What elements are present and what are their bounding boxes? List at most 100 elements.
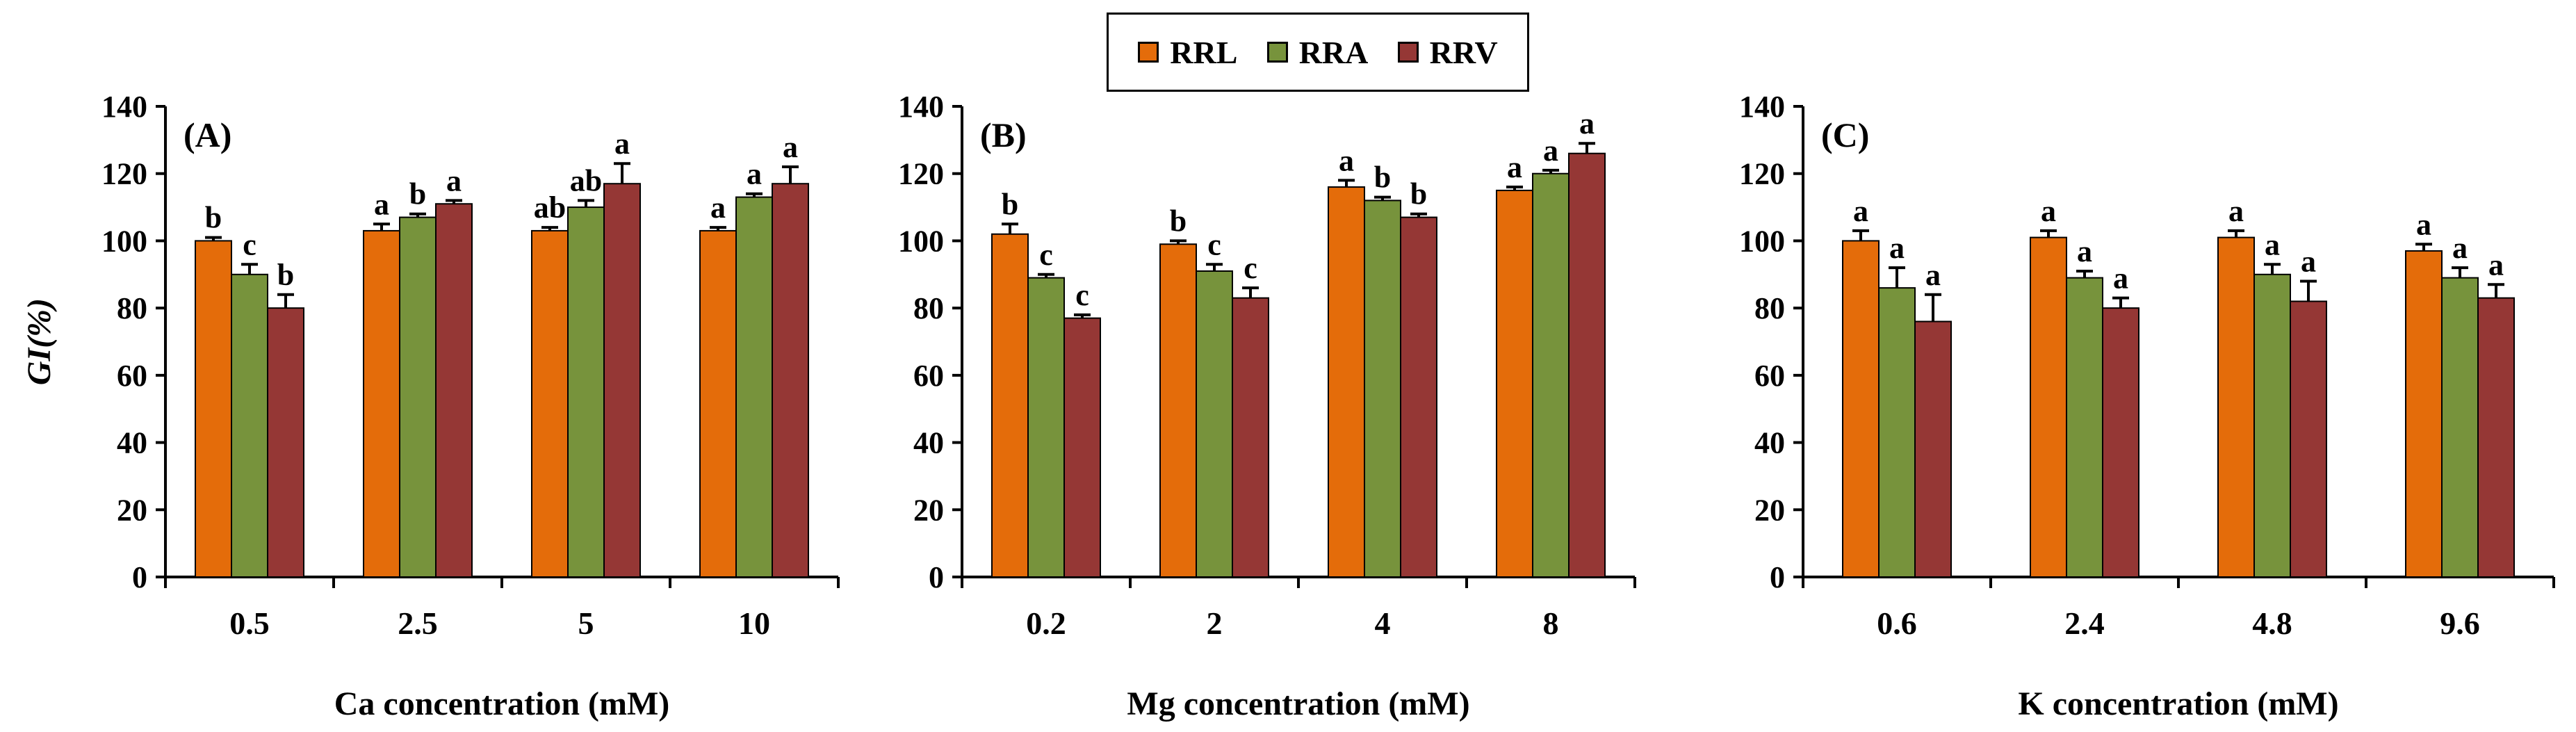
legend: RRL RRA RRV xyxy=(1107,13,1529,92)
panel-2-significance-label: a xyxy=(1507,150,1522,184)
panel-2-significance-label: c xyxy=(1075,278,1089,312)
panel-3-significance-label: a xyxy=(2041,194,2056,228)
panel-3-y-tick-label: 80 xyxy=(1754,291,1785,325)
panel-3-significance-label: a xyxy=(2113,261,2128,295)
panel-3-bar-rra xyxy=(2253,273,2291,578)
panel-1-bar-rrl xyxy=(195,240,232,578)
panel-3-category-label: 9.6 xyxy=(2440,605,2480,641)
panel-3-bar-rrv xyxy=(2290,300,2327,578)
panel-2-category-label: 8 xyxy=(1543,605,1559,641)
panel-3-significance-label: a xyxy=(2452,231,2468,265)
panel-3-significance-label: a xyxy=(2488,247,2504,282)
panel-1-category-label: 2.5 xyxy=(398,605,438,641)
panel-2-significance-label: a xyxy=(1579,106,1595,140)
panel-2-significance-label: c xyxy=(1207,227,1221,261)
panel-3-panel-label: (C) xyxy=(1821,115,1869,154)
panel-2-bar-rrv xyxy=(1063,317,1101,578)
panel-1-significance-label: c xyxy=(243,227,256,261)
panel-1-category-label: 0.5 xyxy=(229,605,270,641)
panel-3-x-axis-title: K concentration (mM) xyxy=(2018,685,2338,722)
panel-3-y-tick-label: 140 xyxy=(1739,90,1785,124)
panel-3-bar-rrv xyxy=(2102,307,2139,578)
panel-3-bar-rrl xyxy=(1842,240,1880,578)
panel-3-significance-label: a xyxy=(2416,207,2431,241)
panel-3-y-tick-label: 100 xyxy=(1739,224,1785,258)
panel-1-significance-label: b xyxy=(277,258,294,292)
panel-3-bar-rra xyxy=(1878,287,1916,578)
panel-1-y-axis-title: GI(%) xyxy=(21,298,58,385)
panel-1-panel-label: (A) xyxy=(184,115,231,154)
panel-2-x-axis-title: Mg concentration (mM) xyxy=(1127,685,1469,722)
panel-1-category-label: 10 xyxy=(738,605,770,641)
legend-swatch-rrl xyxy=(1138,42,1159,63)
panel-1-bar-rrl xyxy=(531,229,569,578)
panel-1-significance-label: ab xyxy=(534,190,566,225)
panel-3-bar-rrl xyxy=(2217,236,2255,578)
panel-1-y-tick-label: 80 xyxy=(117,291,147,325)
panel-3-y-tick-label: 120 xyxy=(1739,157,1785,191)
panel-2-bar-rrv xyxy=(1400,216,1437,578)
panel-1-y-tick-label: 140 xyxy=(101,90,147,124)
panel-2-significance-label: a xyxy=(1543,133,1558,168)
panel-1-bar-rra xyxy=(735,196,773,578)
panel-2-bar-rrl xyxy=(1159,243,1197,578)
panel-2-significance-label: b xyxy=(1374,161,1391,195)
panel-2-category-label: 0.2 xyxy=(1026,605,1066,641)
panel-3-significance-label: a xyxy=(1925,258,1941,292)
panel-1-bar-rrv xyxy=(435,203,473,578)
panel-2-significance-label: c xyxy=(1244,251,1257,285)
panel-3-category-label: 0.6 xyxy=(1877,605,1917,641)
panel-2-bar-rrl xyxy=(1328,186,1365,578)
legend-swatch-rrv xyxy=(1397,42,1419,63)
panel-1-y-tick-label: 120 xyxy=(101,157,147,191)
panel-1-significance-label: a xyxy=(747,157,762,191)
panel-2-category-label: 2 xyxy=(1207,605,1223,641)
panel-3-significance-label: a xyxy=(2228,194,2244,228)
panel-1-bar-rrv xyxy=(267,307,304,578)
panel-1-significance-label: a xyxy=(783,130,798,164)
panel-1-x-axis-title: Ca concentration (mM) xyxy=(334,685,670,722)
panel-1-y-tick-label: 0 xyxy=(132,560,147,594)
panel-1-y-tick-label: 100 xyxy=(101,224,147,258)
legend-label-rrv: RRV xyxy=(1429,34,1498,70)
panel-3-y-tick-label: 60 xyxy=(1754,359,1785,393)
panel-2-category-label: 4 xyxy=(1375,605,1391,641)
panel-3-significance-label: a xyxy=(1889,231,1905,265)
legend-item-rrl: RRL xyxy=(1138,34,1237,71)
panel-1-significance-label: a xyxy=(374,187,389,221)
legend-item-rrv: RRV xyxy=(1397,34,1498,71)
panel-1-y-tick-label: 60 xyxy=(117,359,147,393)
panel-1-bar-rrl xyxy=(699,229,737,578)
panel-1-category-label: 5 xyxy=(578,605,594,641)
panel-1-significance-label: a xyxy=(710,190,726,225)
panel-3-significance-label: a xyxy=(1853,194,1868,228)
panel-1-significance-label: a xyxy=(446,163,462,197)
panel-1-significance-label: ab xyxy=(570,163,602,197)
panel-3-category-label: 2.4 xyxy=(2064,605,2105,641)
panel-1-bar-rrv xyxy=(772,183,809,578)
panel-2-bar-rra xyxy=(1196,270,1233,578)
panel-3-y-tick-label: 40 xyxy=(1754,426,1785,460)
panel-3-y-tick-label: 20 xyxy=(1754,493,1785,527)
panel-3-bar-rra xyxy=(2066,277,2103,578)
panel-2-bar-rrv xyxy=(1232,297,1269,578)
panel-3-significance-label: a xyxy=(2077,234,2092,268)
panel-2-y-tick-label: 80 xyxy=(913,291,944,325)
panel-2-y-tick-label: 20 xyxy=(913,493,944,527)
panel-2-y-tick-label: 120 xyxy=(898,157,944,191)
panel-3-bar-rrl xyxy=(2030,236,2067,578)
panel-2-bar-rrv xyxy=(1568,152,1606,578)
panel-3-y-tick-label: 0 xyxy=(1770,560,1785,594)
panel-3-significance-label: a xyxy=(2301,244,2316,278)
panel-1-significance-label: a xyxy=(614,127,630,161)
panel-2-panel-label: (B) xyxy=(980,115,1027,154)
panel-1-significance-label: b xyxy=(205,201,222,235)
panel-1-bar-rra xyxy=(399,216,437,578)
panel-1-bar-rra xyxy=(567,206,605,578)
legend-label-rra: RRA xyxy=(1298,34,1369,70)
panel-1-y-tick-label: 40 xyxy=(117,426,147,460)
panel-3-category-label: 4.8 xyxy=(2252,605,2292,641)
panel-1-bar-rrv xyxy=(603,183,641,578)
panel-2-y-tick-label: 140 xyxy=(898,90,944,124)
